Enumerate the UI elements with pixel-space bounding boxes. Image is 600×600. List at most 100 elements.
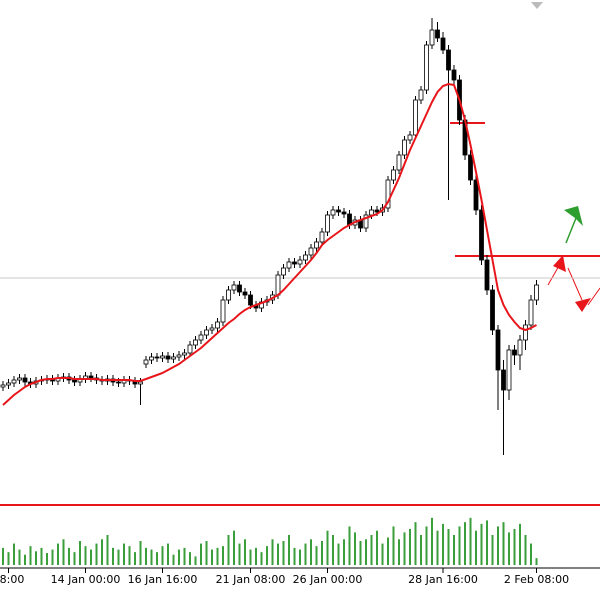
candle-body — [308, 247, 314, 256]
volume-bar — [321, 541, 323, 565]
volume-bar — [123, 543, 125, 565]
candle-body — [187, 344, 193, 354]
candle-body — [396, 154, 402, 171]
volume-bar — [29, 546, 32, 565]
volume-bar — [244, 539, 246, 565]
volume-bar — [35, 551, 37, 565]
candle-body — [6, 382, 11, 386]
volume-bar — [189, 552, 191, 565]
volume-bar — [205, 541, 208, 565]
candle-body — [171, 356, 176, 360]
candle-body — [248, 294, 253, 306]
candle-body — [226, 289, 231, 301]
volume-bar — [62, 539, 65, 565]
candle-body — [385, 179, 391, 209]
volume-bar — [238, 543, 241, 565]
volume-bar — [502, 522, 505, 565]
candle-body — [319, 231, 325, 243]
volume-bar — [134, 552, 136, 565]
volume-bar — [18, 549, 21, 565]
candle-body — [517, 339, 523, 356]
volume-bar — [2, 547, 4, 565]
candle-body — [325, 214, 330, 233]
candle-body — [374, 209, 380, 213]
candle-body — [484, 259, 490, 291]
candle-body — [512, 349, 517, 356]
volume-bar — [387, 537, 389, 565]
volume-bar — [337, 543, 340, 565]
x-tick-label: 2 Feb 08:00 — [504, 573, 569, 586]
volume-bar — [365, 539, 367, 565]
candle-body — [237, 284, 242, 293]
volume-bar — [172, 554, 175, 565]
volume-bar — [84, 546, 87, 565]
volume-bar — [101, 539, 103, 565]
volume-bar — [370, 535, 373, 565]
candle-body — [336, 209, 341, 213]
candle-body — [413, 99, 418, 136]
candle-body — [154, 356, 160, 359]
volume-bar — [156, 552, 158, 565]
x-tick-label: 14 Jan 00:00 — [51, 573, 121, 586]
volume-bar — [425, 526, 428, 565]
volume-bar — [211, 549, 213, 565]
volume-bar — [453, 535, 455, 565]
candle-body — [286, 261, 292, 269]
volume-bar — [381, 543, 384, 565]
volume-bar — [414, 522, 417, 565]
volume-bar — [497, 526, 499, 565]
volume-bar — [436, 530, 439, 565]
candle-body — [0, 384, 6, 388]
candle-body — [215, 321, 220, 329]
volume-bar — [447, 529, 450, 565]
x-tick-label: 28 Jan 16:00 — [408, 573, 478, 586]
volume-bar — [277, 543, 279, 565]
candle-body — [116, 381, 121, 384]
volume-bar — [117, 549, 120, 565]
volume-bar — [326, 530, 329, 565]
candle-body — [297, 259, 303, 265]
candle-body — [193, 339, 198, 346]
volume-bar — [106, 535, 109, 565]
arrow-shaft — [567, 267, 583, 301]
volume-bar — [458, 526, 461, 565]
volume-bar — [79, 541, 81, 565]
candle-body — [72, 379, 77, 383]
volume-bar — [200, 543, 202, 565]
moving-average — [2, 82, 537, 406]
candle-body — [22, 377, 28, 383]
volume-bar — [530, 543, 532, 565]
candle-body — [149, 356, 154, 361]
volume-bar — [354, 532, 356, 565]
volume-bar — [183, 547, 186, 565]
candle-body — [418, 89, 424, 101]
volume-bar — [95, 543, 98, 565]
volume-bar — [442, 523, 444, 565]
candle-body — [242, 291, 248, 296]
candle-body — [220, 299, 226, 323]
x-tick-label: 08:00 — [0, 573, 24, 586]
candle-body — [204, 329, 209, 336]
volume-bar — [24, 554, 26, 565]
candle-body — [391, 169, 396, 181]
candle-body — [495, 329, 501, 371]
arrow-shaft — [565, 217, 577, 244]
arrow-head — [564, 206, 583, 226]
scroll-marker — [531, 2, 543, 9]
volume-bar — [178, 549, 180, 565]
volume-bar — [376, 530, 378, 565]
volume-bar — [233, 530, 235, 565]
candle-body — [429, 29, 435, 46]
candle-body — [363, 214, 369, 229]
signal-arrows — [547, 206, 600, 312]
volume-bar — [282, 541, 285, 565]
volume-bar — [398, 539, 400, 565]
volume-bar — [260, 552, 263, 565]
volume-bar — [167, 543, 169, 565]
volume-bar — [524, 535, 527, 565]
candle-body — [424, 44, 429, 91]
volume-bar — [310, 539, 312, 565]
volume-bar — [343, 539, 345, 565]
volume-bar — [480, 523, 483, 565]
